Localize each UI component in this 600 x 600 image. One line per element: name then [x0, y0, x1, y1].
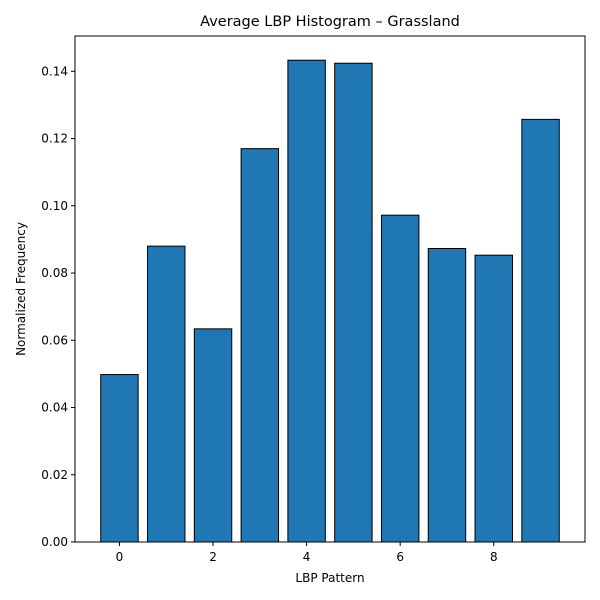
y-tick-label: 0.14	[41, 64, 68, 78]
y-axis-ticks: 0.00 0.02 0.04 0.06 0.08 0.10 0.12 0.14	[41, 64, 75, 549]
x-tick-label: 0	[116, 550, 124, 564]
y-axis-label: Normalized Frequency	[14, 222, 28, 356]
x-tick-label: 6	[396, 550, 404, 564]
bar-pattern-3	[240, 148, 280, 543]
chart-title: Average LBP Histogram – Grassland	[200, 14, 460, 30]
bar-pattern-6	[380, 214, 420, 543]
x-axis-label: LBP Pattern	[295, 571, 364, 585]
bar-pattern-7	[427, 247, 467, 543]
y-tick-label: 0.12	[41, 132, 68, 146]
y-tick-label: 0.02	[41, 468, 68, 482]
bar-pattern-5	[334, 62, 373, 543]
x-axis-ticks: 0 2 4 6 8	[116, 542, 498, 564]
bar-pattern-0	[100, 374, 139, 543]
bar-pattern-8	[474, 254, 513, 543]
bar-pattern-2	[193, 328, 233, 543]
x-tick-label: 2	[209, 550, 217, 564]
y-tick-label: 0.10	[41, 199, 68, 213]
x-tick-label: 4	[303, 550, 311, 564]
y-tick-label: 0.06	[41, 333, 68, 347]
y-tick-label: 0.08	[41, 266, 68, 280]
bar-pattern-4	[287, 59, 326, 543]
bars-layer	[100, 59, 560, 543]
plot-frame	[74, 35, 586, 543]
x-tick-label: 8	[490, 550, 498, 564]
y-tick-label: 0.04	[41, 401, 68, 415]
bar-pattern-9	[521, 118, 560, 543]
bar-pattern-1	[147, 245, 186, 543]
y-tick-label: 0.00	[41, 535, 68, 549]
